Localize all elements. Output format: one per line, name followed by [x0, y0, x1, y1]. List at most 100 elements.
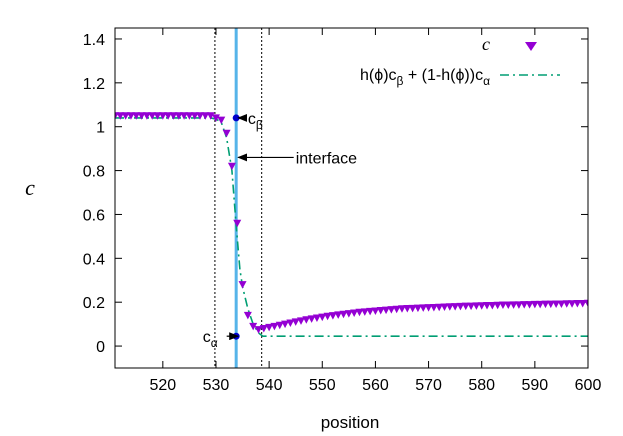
x-tick-label: 560: [362, 377, 389, 394]
data-point: [323, 312, 332, 321]
y-tick-label: 1.4: [83, 32, 105, 49]
data-point: [355, 308, 364, 317]
data-point: [233, 219, 242, 228]
data-point: [573, 300, 582, 308]
legend-part-2: )c: [383, 67, 396, 84]
vertical-lines: [214, 28, 263, 368]
axis-ticks: 520 530 540 550 560 570 580 590 600 0 0.2 0.4 0.6 0.8…: [83, 28, 602, 394]
data-point: [546, 300, 555, 309]
data-point: [142, 112, 151, 120]
data-point: [217, 116, 226, 125]
data-point: [227, 162, 236, 171]
data-point: [456, 302, 465, 311]
data-point: [520, 301, 529, 309]
plot-area: [115, 28, 588, 368]
data-point: [174, 112, 183, 120]
data-point: [265, 323, 274, 332]
legend-marker-c: [525, 42, 537, 51]
data-point: [403, 305, 412, 313]
data-point: [371, 307, 380, 315]
data-point: [424, 304, 433, 312]
data-point: [206, 112, 215, 120]
data-point: [382, 306, 391, 315]
data-point: [201, 112, 210, 120]
y-tick-label: 1: [96, 120, 105, 137]
y-tick-label: 0.4: [83, 251, 105, 268]
data-point: [339, 310, 348, 319]
x-tick-label: 530: [203, 377, 230, 394]
legend-part-5: ϕ: [455, 67, 464, 84]
data-point: [376, 307, 385, 315]
data-point: [562, 300, 571, 308]
y-tick-label: 0.2: [83, 295, 105, 312]
legend-part-7: α: [483, 74, 490, 88]
series-c-markers: [115, 112, 588, 334]
data-point: [164, 112, 173, 120]
data-point: [472, 302, 481, 310]
data-point: [419, 304, 428, 312]
legend-part-1: ϕ: [374, 67, 383, 84]
data-point: [238, 281, 247, 289]
data-point: [344, 310, 353, 318]
data-point: [286, 319, 295, 328]
data-point: [408, 304, 417, 313]
data-point: [281, 320, 290, 329]
data-point: [121, 112, 130, 120]
data-point: [275, 321, 284, 330]
legend-label-c: c: [482, 34, 490, 54]
data-point: [392, 305, 401, 314]
data-point: [509, 301, 518, 309]
data-point: [126, 112, 135, 120]
data-point: [387, 306, 396, 314]
data-point: [153, 112, 162, 120]
x-tick-label: 540: [256, 377, 283, 394]
data-point: [525, 301, 534, 309]
annotations: interface cβ cα: [203, 111, 357, 350]
x-axis-label: position: [321, 413, 380, 432]
legend-part-6: ))c: [464, 67, 483, 84]
series-interpolation-line: [115, 117, 588, 337]
data-point: [477, 302, 486, 310]
data-point: [397, 305, 406, 313]
x-tick-label: 600: [575, 377, 602, 394]
data-point: [536, 300, 545, 309]
data-point: [461, 302, 470, 311]
data-point: [196, 112, 205, 120]
data-point: [445, 303, 454, 311]
data-point: [498, 301, 507, 310]
data-point: [504, 301, 513, 310]
data-point: [483, 301, 492, 310]
data-point: [254, 326, 263, 334]
data-point: [302, 316, 311, 324]
x-tick-label: 550: [309, 377, 336, 394]
data-point: [307, 315, 316, 323]
data-point: [185, 112, 194, 120]
data-point: [413, 304, 422, 313]
annotation-c-beta: cβ: [248, 111, 263, 132]
data-point: [190, 112, 199, 120]
legend-label-interp: h(ϕ)cβ + (1-h(ϕ))cα: [360, 67, 490, 88]
data-point: [334, 311, 343, 319]
data-point: [318, 313, 327, 322]
data-point: [249, 322, 258, 331]
x-tick-label: 590: [522, 377, 549, 394]
data-point: [584, 299, 588, 308]
x-tick-label: 520: [149, 377, 176, 394]
annotation-c-alpha: cα: [203, 329, 218, 350]
data-point: [259, 325, 268, 333]
plot-frame: [114, 27, 589, 369]
data-point: [429, 303, 438, 312]
data-point: [557, 300, 566, 308]
data-point: [360, 308, 369, 316]
data-point: [493, 301, 502, 310]
y-tick-label: 0.6: [83, 207, 105, 224]
data-point: [312, 314, 321, 322]
legend-part-4: + (1-h(: [403, 67, 456, 84]
data-point: [435, 303, 444, 312]
x-tick-label: 580: [468, 377, 495, 394]
y-tick-label: 0: [96, 339, 105, 356]
data-point: [243, 311, 252, 320]
data-point: [578, 300, 587, 308]
data-point: [211, 114, 220, 122]
